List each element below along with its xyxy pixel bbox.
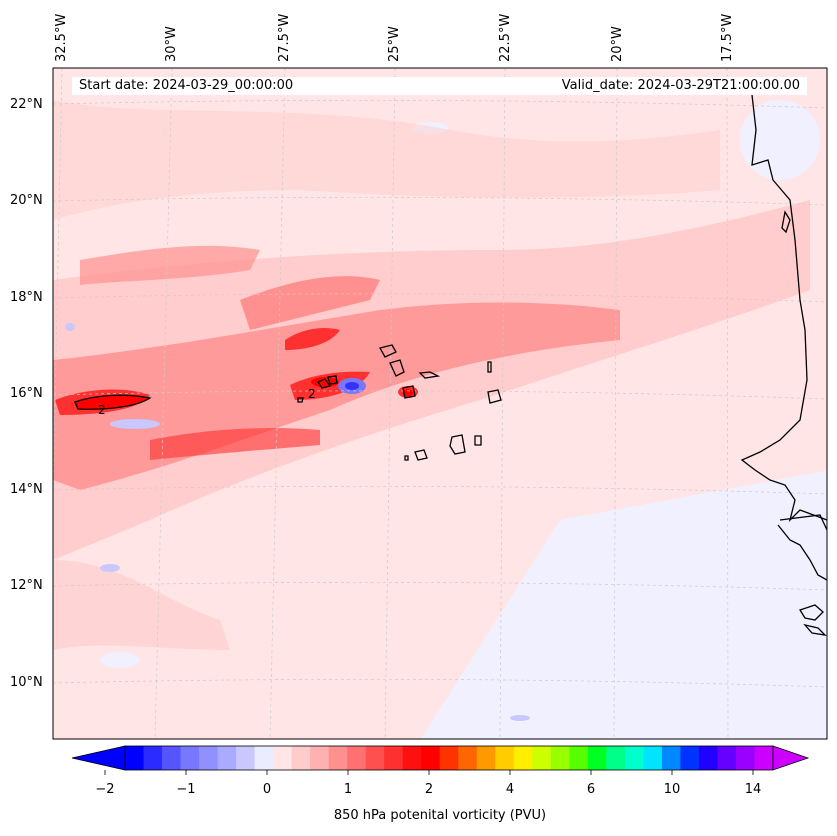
colorbar-segment [550,746,570,770]
contour-label: 2 [98,403,106,417]
graticule [53,68,827,739]
colorbar-segment [217,746,237,770]
colorbar-tick-label: 10 [663,782,681,797]
pv-max-cores [75,377,413,410]
colorbar-tick-label: 4 [505,782,515,797]
lat-label: 20°N [10,193,43,208]
colorbar-segment [365,746,385,770]
colorbar-segment [328,746,348,770]
lon-label: 22.5°W [498,13,513,62]
lat-label: 14°N [10,482,43,497]
islands [74,344,502,461]
colorbar-segment [606,746,626,770]
lon-label: 20°W [610,26,625,62]
colorbar-segment [495,746,515,770]
colorbar-segment [162,746,182,770]
negative-pv [65,323,530,721]
info-box: Start date: 2024-03-29_00:00:00 Valid_da… [72,77,807,95]
colorbar-max-extend [772,745,810,771]
lon-label: 32.5°W [54,13,69,62]
lon-label: 30°W [164,26,179,62]
colorbar-segment [421,746,441,770]
colorbar-segment [199,746,219,770]
colorbar-segment [384,746,404,770]
colorbar-segment [661,746,681,770]
colorbar-tick-label: 0 [262,782,272,797]
colorbar-segment [458,746,478,770]
colorbar-segment [125,746,145,770]
colorbar-segment [569,746,589,770]
colorbar-tick-label: 2 [424,782,434,797]
colorbar-segment [439,746,459,770]
colorbar-segment [143,746,163,770]
low-pv-areas [100,100,827,739]
colorbar-segment [532,746,552,770]
colorbar-segment [402,746,422,770]
colorbar [125,746,774,770]
colorbar-tick-label: 1 [343,782,353,797]
colorbar-title: 850 hPa potenital vorticity (PVU) [333,808,547,823]
colorbar-segment [476,746,496,770]
colorbar-segment [624,746,644,770]
lat-label: 18°N [10,290,43,305]
lat-label: 10°N [10,675,43,690]
colorbar-segment [236,746,256,770]
colorbar-tick-label: −2 [95,782,115,797]
lat-label: 12°N [10,578,43,593]
colorbar-tick-label: −1 [176,782,196,797]
valid-date-label: Valid_date: 2024-03-29T21:00:00.00 [561,78,800,93]
colorbar-min-extend [71,745,126,771]
colorbar-tick-label: 6 [586,782,596,797]
map-frame [52,67,828,740]
contour-label: 2 [308,387,316,401]
colorbar-segment [754,746,774,770]
colorbar-segment [587,746,607,770]
lon-label: 25°W [387,26,402,62]
colorbar-segment [698,746,718,770]
colorbar-segment [717,746,737,770]
lat-label: 22°N [10,97,43,112]
colorbar-tick-label: 14 [744,782,762,797]
lon-label: 27.5°W [277,13,292,62]
colorbar-segment [347,746,367,770]
colorbar-segment [310,746,330,770]
lat-label: 16°N [10,386,43,401]
colorbar-tick-marks [104,770,754,775]
colorbar-segment [254,746,274,770]
start-date-label: Start date: 2024-03-29_00:00:00 [79,78,294,93]
coastline [740,94,827,636]
colorbar-segment [291,746,311,770]
lon-label: 17.5°W [720,13,735,62]
colorbar-segment [680,746,700,770]
colorbar-segment [180,746,200,770]
colorbar-segment [273,746,293,770]
colorbar-segment [735,746,755,770]
pv-band-light [53,100,810,650]
colorbar-segment [513,746,533,770]
colorbar-segment [643,746,663,770]
